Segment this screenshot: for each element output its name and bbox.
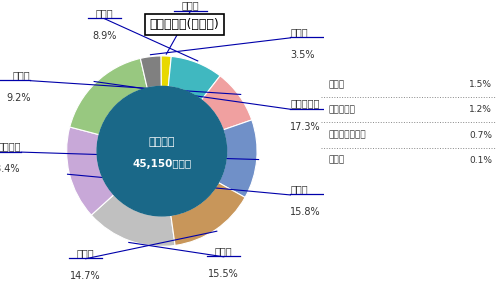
Wedge shape [67,127,114,215]
Text: 3.5%: 3.5% [290,50,315,60]
Text: 15.8%: 15.8% [290,207,321,217]
Text: 物件費: 物件費 [77,248,95,258]
Text: 1.7%: 1.7% [178,24,203,34]
Text: 繰出金: 繰出金 [96,8,114,18]
Wedge shape [202,76,252,130]
Text: 積立金: 積立金 [328,80,344,89]
Text: 扶助費: 扶助費 [13,70,30,80]
Text: 9.2%: 9.2% [6,93,30,103]
Text: その他: その他 [290,27,308,37]
Text: 予備費: 予備費 [328,156,344,165]
Text: 15.5%: 15.5% [208,269,239,279]
Circle shape [97,86,227,216]
Wedge shape [140,56,161,88]
Text: 投資及び出資金: 投資及び出資金 [328,130,366,139]
Text: 17.3%: 17.3% [290,122,321,132]
Text: 歳出総額: 歳出総額 [148,137,175,147]
Wedge shape [168,56,220,100]
Wedge shape [161,56,171,87]
Wedge shape [70,58,147,135]
Text: 歳出構成比(性質別): 歳出構成比(性質別) [149,18,219,31]
Text: 補助費等: 補助費等 [0,141,21,151]
Text: 8.9%: 8.9% [93,31,117,41]
Text: 貸付金: 貸付金 [182,0,199,10]
Text: 14.7%: 14.7% [70,271,101,281]
Text: 1.5%: 1.5% [469,80,492,89]
Wedge shape [171,183,245,245]
Text: 人件費: 人件費 [215,246,233,256]
Wedge shape [91,195,175,246]
Text: 13.4%: 13.4% [0,164,21,175]
Text: 維持補修費: 維持補修費 [328,105,355,114]
Text: 1.2%: 1.2% [469,105,492,114]
Text: 投資的経費: 投資的経費 [290,98,320,108]
Text: 公債費: 公債費 [290,184,308,194]
Text: 0.1%: 0.1% [469,156,492,165]
Text: 45,150百万円: 45,150百万円 [132,160,191,169]
Wedge shape [219,120,257,197]
Text: 0.7%: 0.7% [469,130,492,139]
